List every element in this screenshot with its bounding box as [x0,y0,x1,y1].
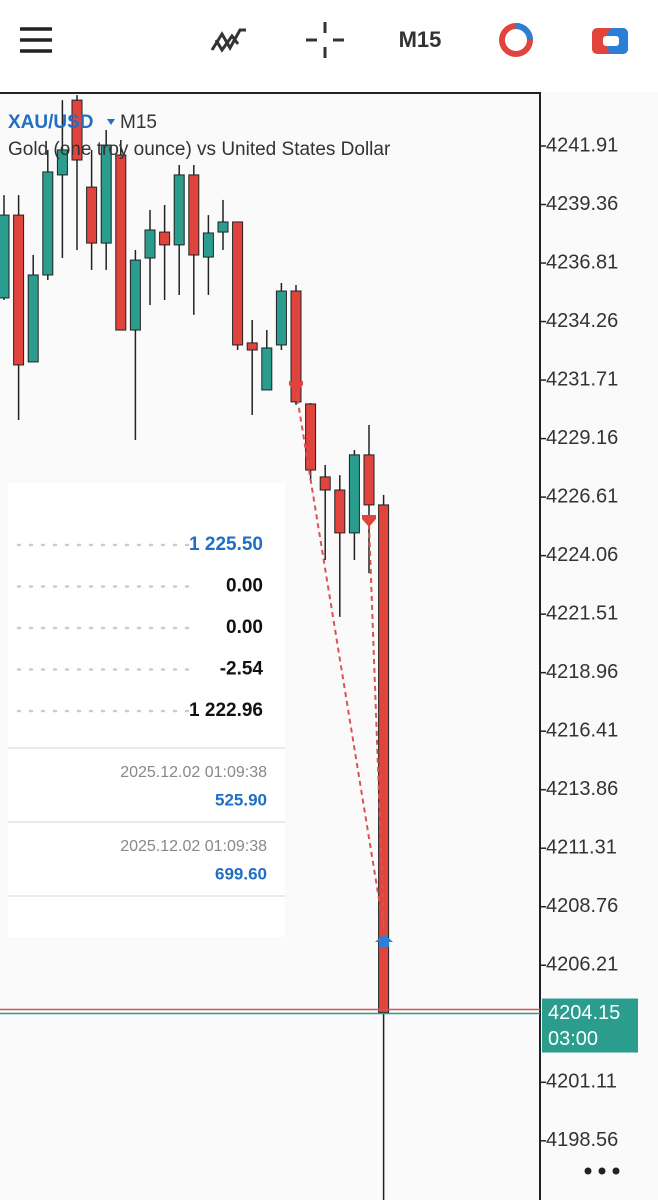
more-button[interactable] [584,1167,620,1175]
candle-body [305,403,317,471]
summary-value: 1 222.96 [189,700,263,721]
candle-body [71,99,83,161]
summary-value: 0.00 [226,576,263,597]
candle-body [0,214,10,299]
candle-body [144,229,156,259]
candle-body [319,476,331,491]
y-tick-label: 4229.16 [546,427,618,449]
y-tick-label: 4239.36 [546,193,618,215]
candle-body [129,259,141,331]
candle-body [363,454,375,506]
y-tick-label: 4234.26 [546,310,618,332]
candle-body [86,186,98,244]
y-tick-label: 4224.06 [546,544,618,566]
toolbar [0,0,658,92]
y-tick-label: 4213.86 [546,778,618,800]
y-tick-label: 4236.81 [546,251,618,273]
candle-body [217,221,229,233]
y-tick-label: 4226.61 [546,485,618,507]
symbol-description: Gold (one troy ounce) vs United States D… [8,139,391,160]
objects-button[interactable] [499,23,533,57]
y-tick-label: 4218.96 [546,661,618,683]
crosshair-button[interactable] [306,22,344,58]
y-tick-label: 4206.21 [546,954,618,976]
candle-body [159,231,171,246]
current-price: 4204.15 [548,1002,620,1024]
candle-body [275,290,287,346]
candle-body [13,214,25,366]
y-tick-label: 4201.11 [546,1071,617,1093]
chart-timeframe: M15 [120,112,157,133]
summary-value: 0.00 [226,617,263,638]
symbol-dropdown[interactable] [107,119,115,125]
deal-time: 2025.12.02 01:09:38 [120,764,267,781]
indicators-button[interactable] [210,28,246,53]
price-box [542,998,638,1053]
candle-body [27,274,39,363]
candle-body [246,342,258,351]
candle-body [173,174,185,246]
y-tick-label: 4241.91 [546,134,618,156]
candle-body [115,154,127,331]
candle-body [202,232,214,258]
timeframe-button[interactable]: M15 [399,27,442,52]
candle-body [334,489,346,534]
trade-lines [289,381,393,947]
y-tick-label: 4198.56 [546,1129,618,1151]
candle-body [100,144,112,244]
y-tick-label: 4211.31 [546,836,617,858]
candle-body [261,347,273,391]
y-tick-label: 4216.41 [546,719,618,741]
y-tick-label: 4231.71 [546,368,618,390]
deal-value: 699.60 [215,864,267,883]
candle-body [56,149,68,176]
menu-button[interactable] [20,27,52,53]
candle-body [290,290,302,403]
deal-time: 2025.12.02 01:09:38 [120,838,267,855]
candle-body [348,454,360,534]
candle-body [188,174,200,256]
y-tick-label: 4208.76 [546,895,618,917]
plot [0,95,546,1200]
trade-button[interactable] [592,28,628,54]
candle-body [232,221,244,346]
summary-value: -2.54 [220,659,264,680]
y-tick-label: 4221.51 [546,602,618,624]
symbol[interactable]: XAU/USD [8,112,94,133]
panel-content: 1 225.50 0.00 0.00 -2.54 1 222.96 2025.12.02 … [8,534,285,897]
candle-body [42,171,54,276]
summary-value: 1 225.50 [189,534,263,555]
deal-value: 525.90 [215,790,267,809]
current-time: 03:00 [548,1028,598,1050]
